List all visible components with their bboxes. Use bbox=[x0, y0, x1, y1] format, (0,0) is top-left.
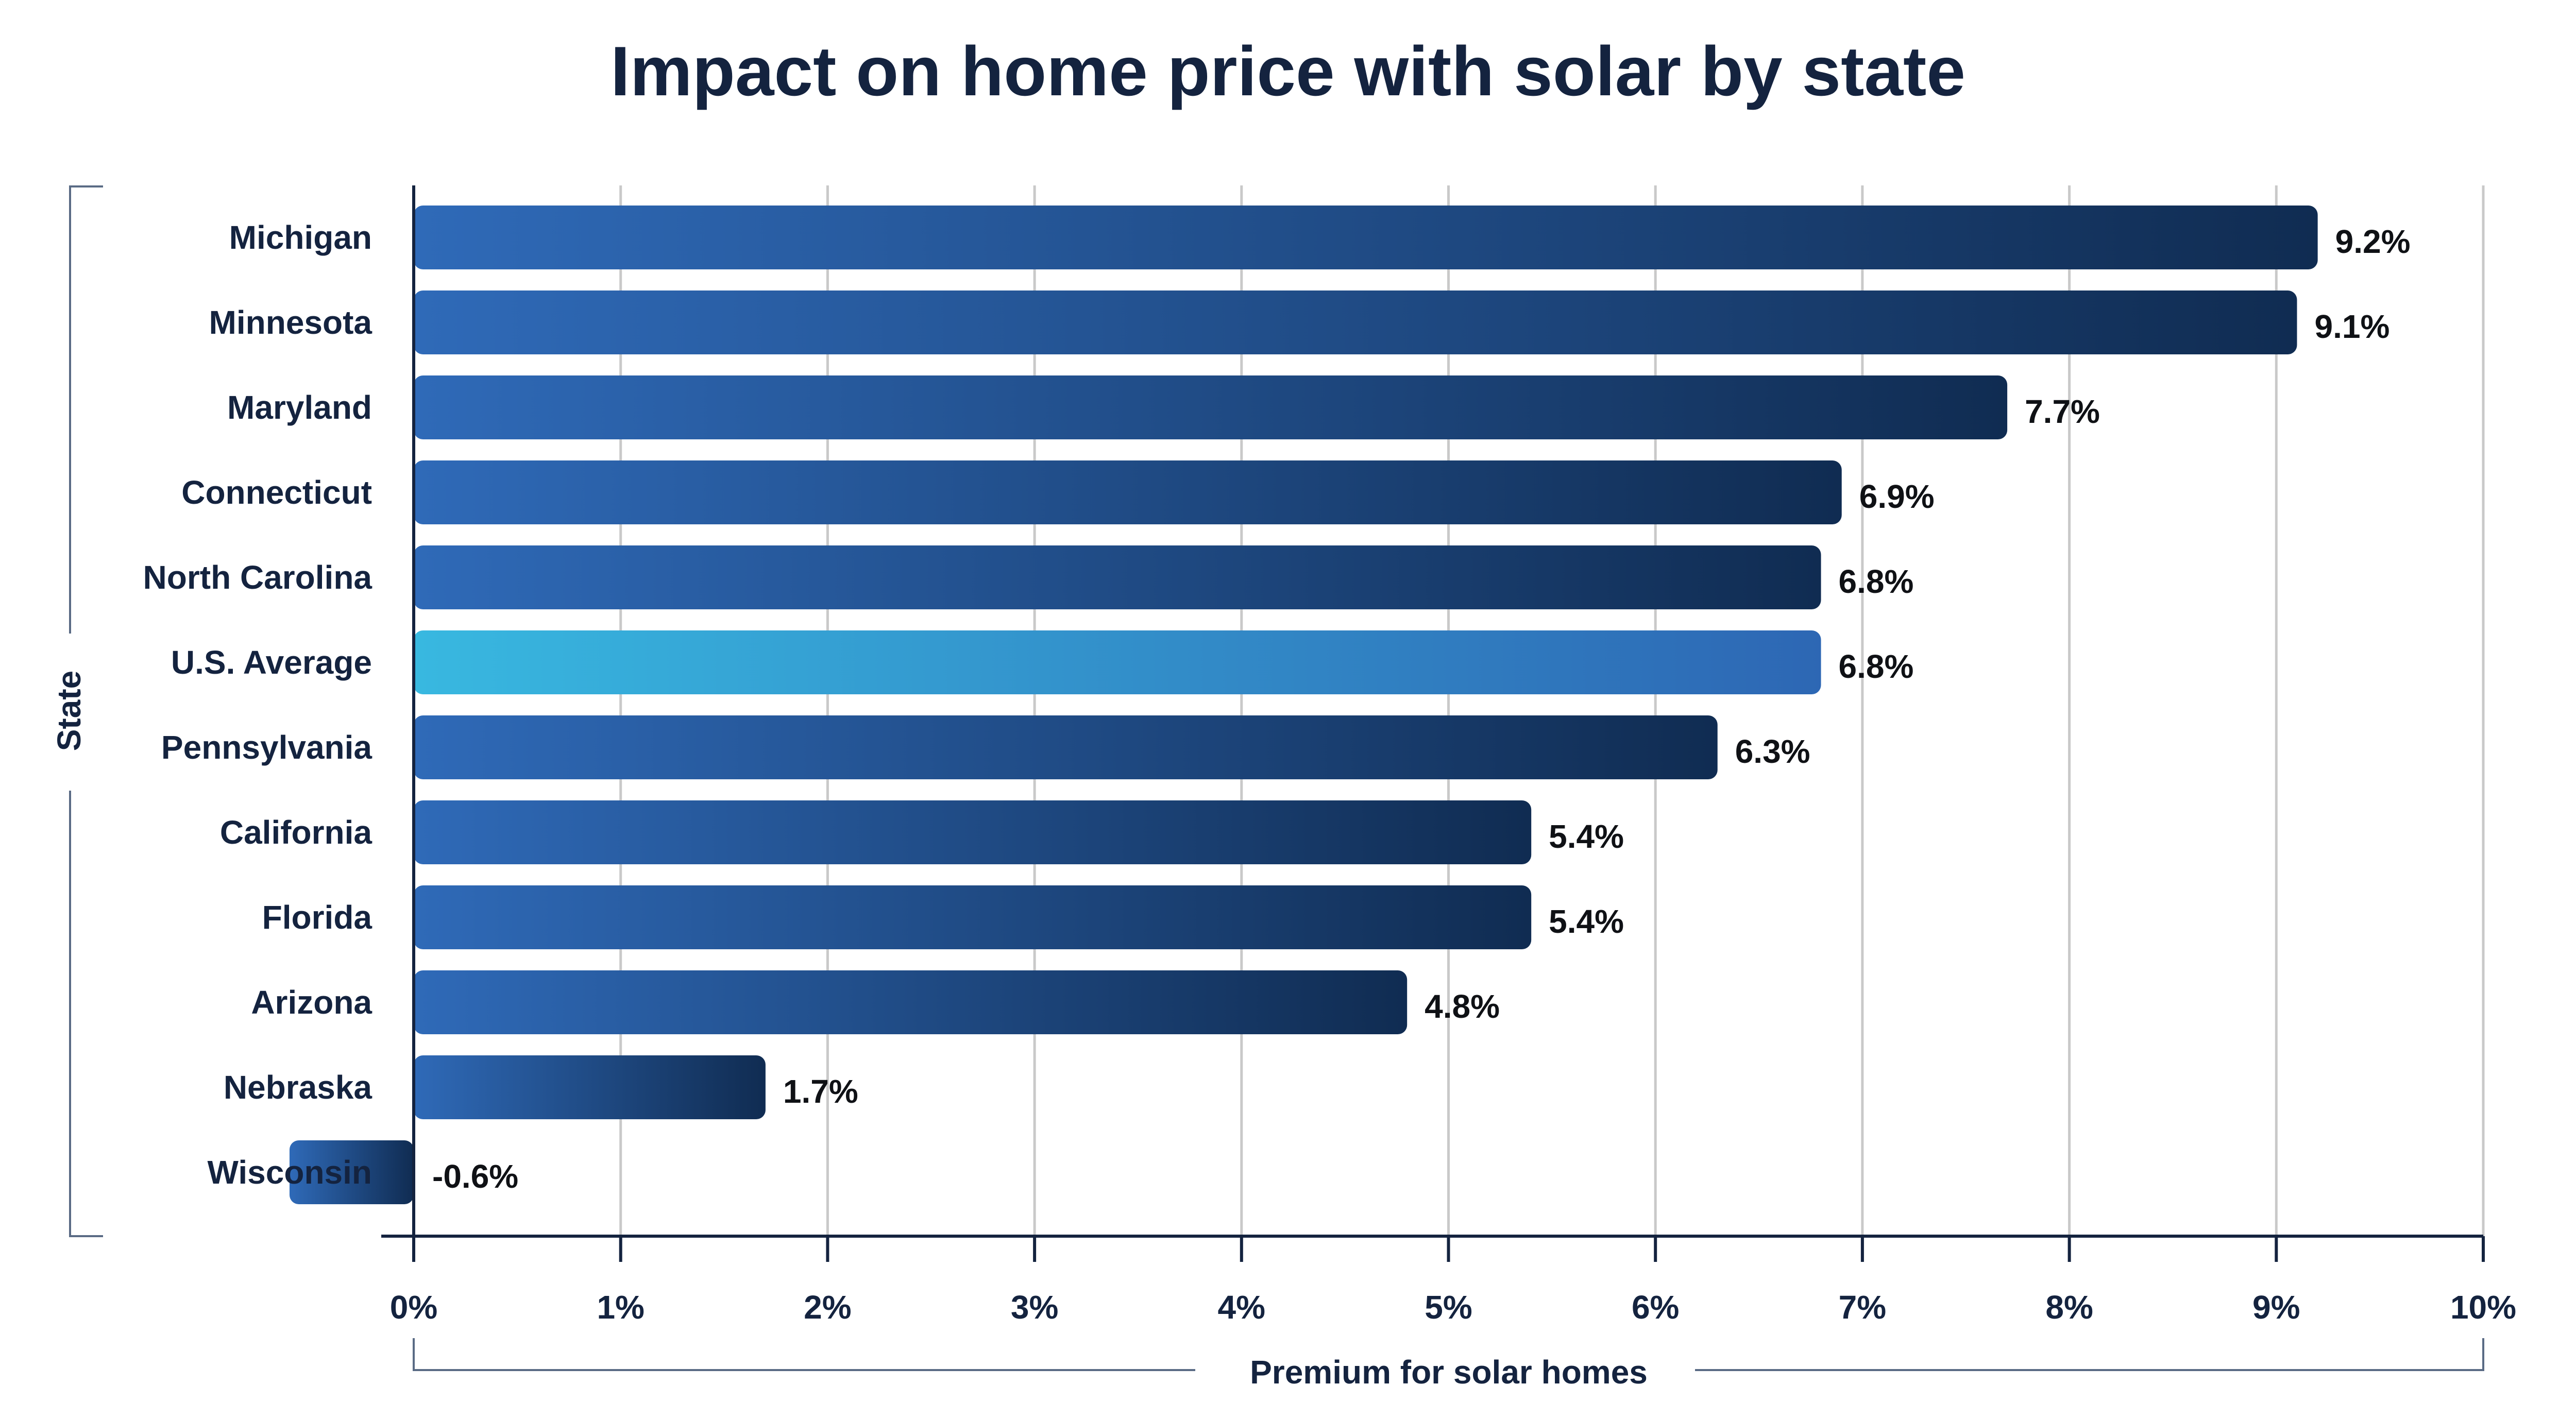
category-label: North Carolina bbox=[143, 559, 372, 596]
category-label: Arizona bbox=[251, 984, 372, 1021]
tick-label: 7% bbox=[1839, 1289, 1887, 1326]
value-label: 6.3% bbox=[1735, 733, 1810, 770]
category-label: Minnesota bbox=[209, 304, 372, 341]
category-label: Connecticut bbox=[181, 474, 372, 511]
tick-label: 1% bbox=[597, 1289, 645, 1326]
category-label: Michigan bbox=[229, 219, 372, 256]
category-label: California bbox=[220, 814, 372, 851]
value-label: 5.4% bbox=[1549, 818, 1624, 855]
value-label: 6.8% bbox=[1839, 563, 1914, 600]
bar-michigan bbox=[414, 206, 2318, 269]
bar-arizona bbox=[414, 970, 1408, 1034]
bar-pennsylvania bbox=[414, 715, 1718, 779]
x-axis-bracket-right bbox=[1695, 1338, 2484, 1371]
y-axis-bracket-bottom bbox=[69, 791, 103, 1237]
tick-label: 3% bbox=[1011, 1289, 1059, 1326]
category-label: Maryland bbox=[227, 389, 372, 426]
category-label: Nebraska bbox=[224, 1069, 372, 1106]
value-label: 1.7% bbox=[783, 1073, 858, 1110]
tick-label: 10% bbox=[2450, 1289, 2516, 1326]
tick-label: 6% bbox=[1632, 1289, 1680, 1326]
category-label: Wisconsin bbox=[208, 1154, 372, 1191]
bar-u-s-average bbox=[414, 630, 1821, 694]
tick-label: 8% bbox=[2045, 1289, 2093, 1326]
x-axis-bracket-left bbox=[413, 1338, 1195, 1371]
category-label: Florida bbox=[262, 899, 372, 936]
tick-label: 4% bbox=[1218, 1289, 1266, 1326]
category-label: Pennsylvania bbox=[161, 729, 372, 766]
tick-label: 2% bbox=[804, 1289, 852, 1326]
bar-wisconsin bbox=[289, 1140, 414, 1204]
bar-maryland bbox=[414, 375, 2008, 439]
tick-label: 5% bbox=[1425, 1289, 1472, 1326]
value-label: 6.9% bbox=[1859, 478, 1935, 515]
value-label: -0.6% bbox=[432, 1158, 518, 1195]
bar-florida bbox=[414, 885, 1532, 949]
bar-connecticut bbox=[414, 460, 1842, 524]
value-label: 9.1% bbox=[2314, 308, 2389, 345]
category-label: U.S. Average bbox=[171, 644, 372, 681]
bar-north-carolina bbox=[414, 545, 1821, 609]
value-label: 9.2% bbox=[2335, 223, 2411, 260]
x-axis-title: Premium for solar homes bbox=[1250, 1354, 1648, 1391]
value-label: 6.8% bbox=[1839, 648, 1914, 685]
tick-label: 9% bbox=[2252, 1289, 2300, 1326]
value-label: 7.7% bbox=[2025, 393, 2100, 430]
y-axis-title: State bbox=[50, 671, 88, 751]
bar-nebraska bbox=[414, 1055, 766, 1119]
y-axis-bracket-top bbox=[69, 185, 103, 634]
tick-label: 0% bbox=[390, 1289, 438, 1326]
value-label: 4.8% bbox=[1425, 988, 1500, 1025]
bar-minnesota bbox=[414, 290, 2297, 354]
bar-california bbox=[414, 800, 1532, 864]
value-label: 5.4% bbox=[1549, 903, 1624, 940]
chart-title: Impact on home price with solar by state bbox=[611, 32, 1965, 110]
